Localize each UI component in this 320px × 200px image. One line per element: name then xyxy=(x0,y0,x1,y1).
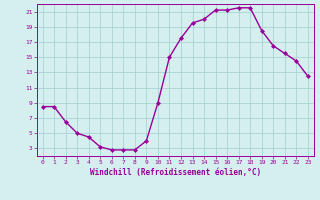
X-axis label: Windchill (Refroidissement éolien,°C): Windchill (Refroidissement éolien,°C) xyxy=(90,168,261,177)
